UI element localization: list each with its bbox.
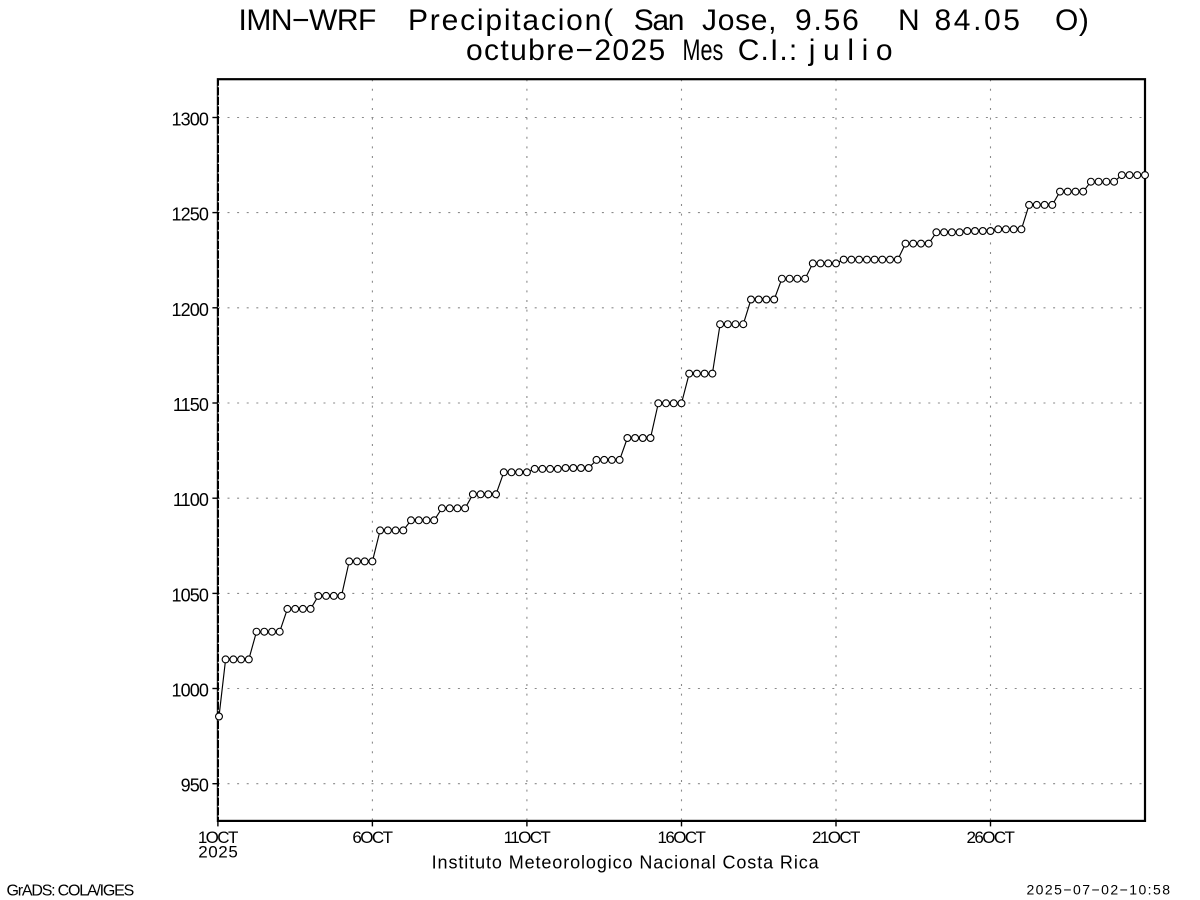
- svg-text:84.05: 84.05: [935, 4, 1023, 37]
- svg-text:1250: 1250: [172, 205, 209, 225]
- svg-text:1OCT: 1OCT: [198, 828, 238, 847]
- svg-text:950: 950: [181, 776, 209, 796]
- svg-text:GrADS: COLA/IGES: GrADS: COLA/IGES: [7, 883, 134, 900]
- svg-text:julio: julio: [808, 34, 900, 67]
- svg-text:1150: 1150: [173, 395, 209, 415]
- svg-text:C.I.:: C.I.:: [738, 34, 799, 67]
- svg-text:Instituto Meteorologico Nacion: Instituto Meteorologico Nacional Costa R…: [432, 853, 820, 873]
- svg-text:1000: 1000: [172, 681, 209, 701]
- svg-text:9.56: 9.56: [795, 4, 861, 37]
- svg-text:O): O): [1055, 4, 1090, 37]
- svg-text:6OCT: 6OCT: [352, 828, 392, 847]
- svg-text:1300: 1300: [172, 110, 209, 130]
- svg-text:1200: 1200: [172, 300, 209, 320]
- svg-text:1050: 1050: [172, 585, 209, 605]
- svg-text:2025−07−02−10:58: 2025−07−02−10:58: [1026, 882, 1171, 898]
- svg-text:26OCT: 26OCT: [967, 828, 1015, 847]
- svg-text:Mes: Mes: [683, 33, 724, 67]
- svg-text:16OCT: 16OCT: [658, 828, 706, 847]
- svg-text:11OCT: 11OCT: [504, 828, 551, 847]
- svg-text:octubre−2025: octubre−2025: [466, 34, 667, 67]
- svg-text:IMN−WRF: IMN−WRF: [239, 4, 376, 37]
- svg-text:Precipitacion(: Precipitacion(: [408, 4, 615, 37]
- svg-text:N: N: [898, 4, 920, 37]
- svg-text:1100: 1100: [173, 490, 209, 510]
- svg-text:San: San: [634, 4, 683, 37]
- svg-text:2025: 2025: [198, 843, 238, 862]
- svg-text:Jose,: Jose,: [702, 4, 777, 37]
- svg-text:21OCT: 21OCT: [812, 828, 860, 847]
